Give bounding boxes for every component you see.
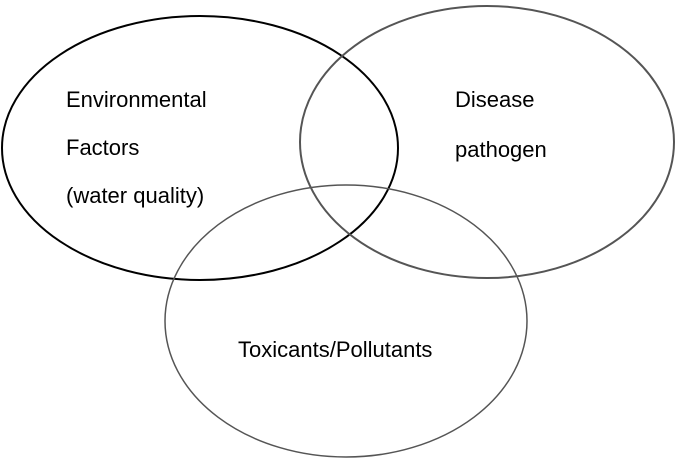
- set-label: Factors: [66, 135, 139, 160]
- set-circle: [164, 184, 528, 458]
- set-label: Toxicants/Pollutants: [238, 337, 432, 362]
- set-label: pathogen: [455, 137, 547, 162]
- set-label: Environmental: [66, 87, 207, 112]
- set-label: Disease: [455, 87, 534, 112]
- set-circle: [299, 5, 675, 279]
- set-circle: [1, 15, 399, 281]
- set-label: (water quality): [66, 183, 204, 208]
